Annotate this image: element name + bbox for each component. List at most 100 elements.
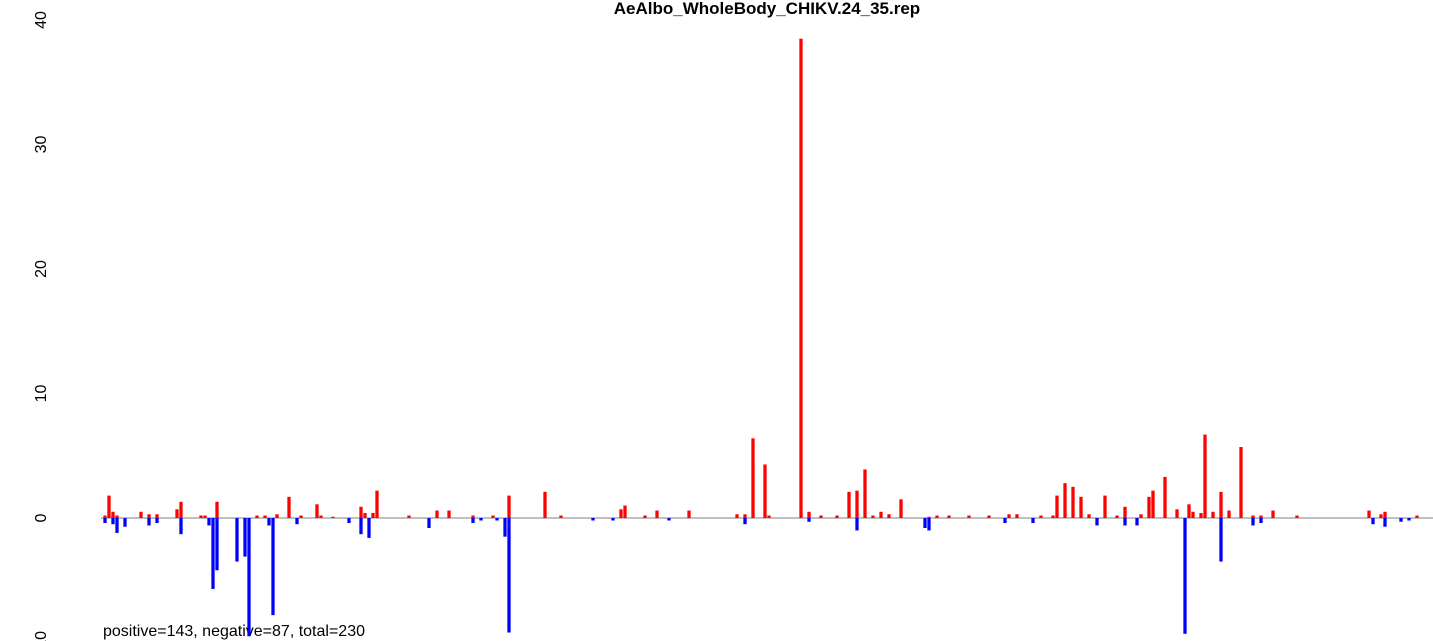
bar [1135,518,1139,526]
bar [1051,515,1055,518]
bar [899,499,903,518]
bar [179,518,183,535]
bar [1003,518,1007,523]
bar [115,518,119,533]
bar [687,510,691,518]
bar [1139,514,1143,518]
bar [887,514,891,518]
annotation: positive=143, negative=87, total=230 [103,623,365,640]
bar [1103,495,1107,518]
bar [495,518,499,521]
bar [507,518,511,633]
bar [1399,518,1403,522]
bar [479,518,483,521]
bar [507,495,511,518]
bar [155,518,159,523]
bar [923,518,927,528]
bar [155,514,159,518]
bar [1227,510,1231,518]
bar [147,514,151,518]
y-tick-label: 20 [33,260,50,278]
bar [139,511,143,518]
bar [1115,515,1119,518]
bar [247,518,251,637]
bar [107,495,111,518]
bar [1239,447,1243,518]
bar [543,491,547,518]
bar [371,513,375,518]
bar [199,515,203,518]
bar [1163,476,1167,518]
bar [359,506,363,518]
y-tick-label: 10 [33,385,50,403]
bar [319,515,323,518]
bar [471,518,475,523]
bar [1383,518,1387,527]
bar [1007,514,1011,518]
bar [655,510,659,518]
bar [855,490,859,518]
bar [1079,496,1083,518]
bar [1199,513,1203,518]
bar [1055,495,1059,518]
bar [299,515,303,518]
bar [1219,518,1223,562]
bar [1259,515,1263,518]
bar [447,510,451,518]
bar [263,515,267,518]
bar [295,518,299,525]
y-tick-label: 30 [33,136,50,154]
bar [267,518,271,526]
y-tick-label: 0 [33,513,50,522]
bar [1039,515,1043,518]
bar [767,515,771,518]
bar [255,515,259,518]
bar [103,518,107,523]
bar [967,515,971,518]
bar [855,518,859,531]
bar [471,515,475,518]
bar [315,504,319,518]
bar [215,518,219,571]
bar [1187,504,1191,518]
bar [1379,514,1383,518]
bar [619,509,623,518]
bar [375,490,379,518]
bar [491,515,495,518]
bar [1259,518,1263,523]
bar [1151,490,1155,518]
bar [111,511,115,518]
bar [211,518,215,589]
bar [987,515,991,518]
chart-title: AeAlbo_WholeBody_CHIKV.24_35.rep [614,0,920,18]
bar [1191,511,1195,518]
bar [1031,518,1035,523]
bar [643,515,647,518]
bar [235,518,239,562]
bar [367,518,371,538]
bar [175,509,179,518]
bar [427,518,431,528]
bar [667,518,671,521]
bar [1095,518,1099,526]
bar [1175,509,1179,518]
bar [331,516,335,518]
bar [1147,496,1151,518]
bar [743,514,747,518]
bar [623,505,627,518]
bar [835,515,839,518]
bar [927,516,931,518]
bar [743,518,747,525]
bar [179,501,183,518]
bar [503,518,507,537]
bar [1123,518,1127,526]
bar [1063,483,1067,518]
y-tick-label: 40 [33,11,50,29]
bar [1211,511,1215,518]
bar [735,514,739,518]
bar [1203,434,1207,518]
bar [1251,518,1255,526]
bar [287,496,291,518]
